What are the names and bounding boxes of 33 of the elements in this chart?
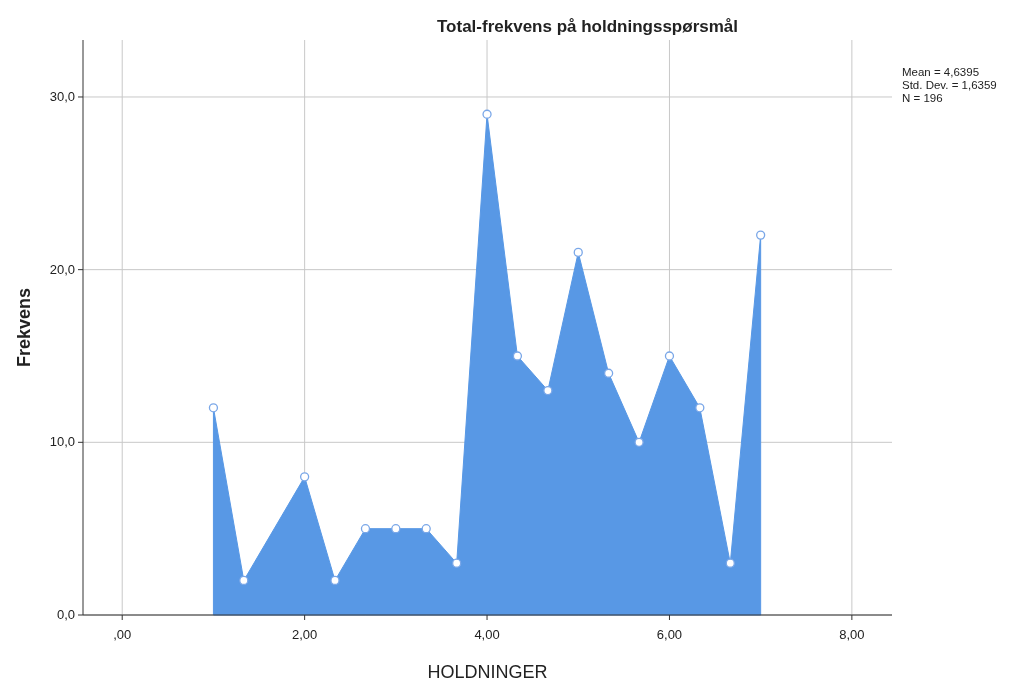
y-tick-label: 20,0	[49, 261, 75, 277]
text: Mean = 4,6395	[902, 66, 980, 78]
text: N = 196	[902, 92, 943, 104]
point	[391, 524, 401, 534]
point	[421, 524, 431, 534]
x-axis-title: HOLDNINGER	[427, 662, 548, 680]
x-tick-label: 6,00	[656, 627, 683, 642]
point	[482, 109, 492, 119]
y-axis-title: Frekvens	[14, 287, 34, 368]
y-tick-label: 0,0	[56, 607, 75, 622]
x-tick-label: 8,00	[839, 627, 865, 642]
point	[543, 385, 553, 396]
point	[634, 437, 644, 447]
point	[725, 558, 735, 568]
chart-title: Total-frekvens på holdningsspørsmål	[436, 17, 739, 36]
y-tick-label: 30,0	[49, 88, 75, 104]
point	[756, 230, 766, 240]
point	[603, 368, 614, 378]
point	[695, 403, 705, 413]
point	[330, 575, 340, 586]
point	[208, 403, 219, 413]
y-tick-label: 10,0	[49, 434, 75, 450]
point	[239, 575, 249, 586]
text: Std. Dev. = 1,6359	[902, 79, 997, 91]
x-tick-label: 4,00	[474, 627, 500, 642]
point	[512, 351, 523, 361]
point	[664, 351, 675, 361]
point	[573, 247, 583, 258]
x-tick-label: ,00	[113, 627, 132, 642]
point	[360, 524, 371, 534]
point	[299, 472, 310, 482]
x-tick-label: 2,00	[291, 627, 318, 642]
point	[452, 558, 462, 568]
